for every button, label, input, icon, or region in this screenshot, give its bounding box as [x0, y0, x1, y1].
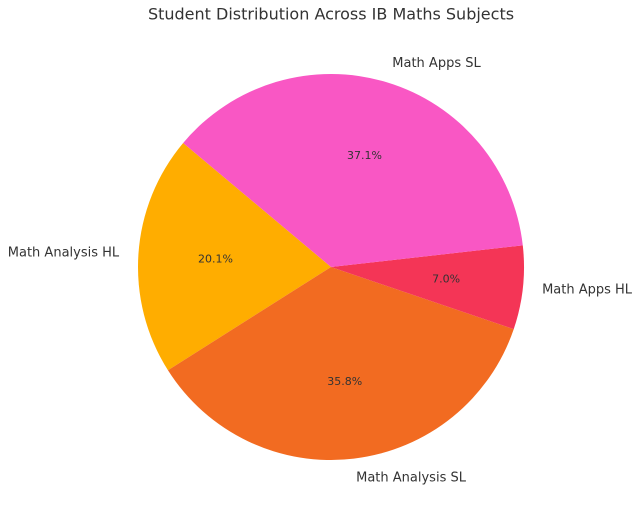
slice-label: Math Apps SL [392, 56, 481, 71]
pie-slice [138, 142, 331, 371]
slice-label: Math Apps HL [542, 282, 633, 297]
percent-label: 35.8% [327, 375, 362, 388]
chart-title: Student Distribution Across IB Maths Sub… [148, 5, 514, 24]
slice-label: Math Analysis HL [8, 245, 120, 260]
pie-slice [183, 73, 523, 267]
percent-label: 7.0% [432, 272, 460, 285]
slice-label: Math Analysis SL [356, 470, 467, 485]
percent-label: 37.1% [347, 149, 382, 162]
percent-label: 20.1% [198, 252, 233, 265]
pie-slice [331, 245, 525, 330]
pie-slice [167, 267, 514, 460]
